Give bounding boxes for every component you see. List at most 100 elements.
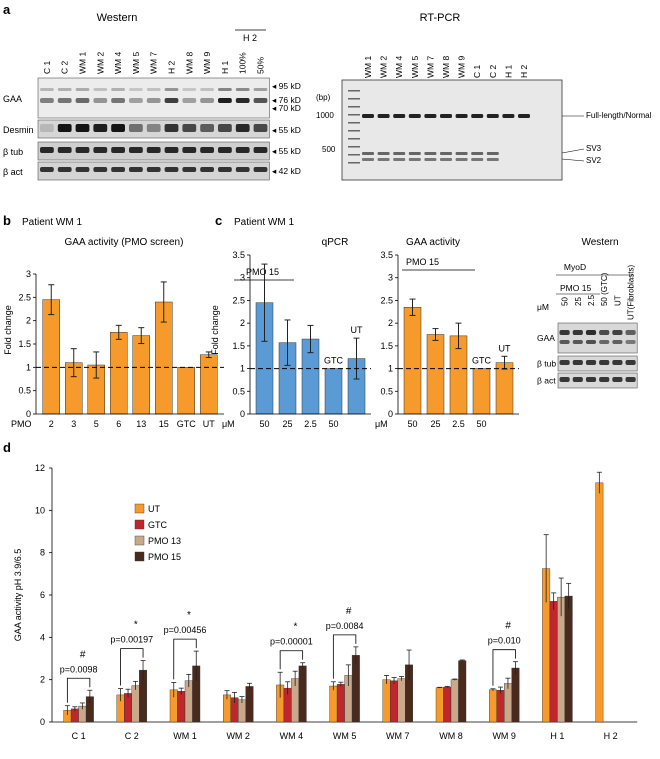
y-tick-label: 2: [388, 318, 393, 328]
y-tick-label: 10: [35, 505, 45, 515]
bar: [324, 368, 343, 415]
blot-band: [111, 147, 125, 153]
lane-label: WM 7: [149, 52, 159, 74]
lane-label: WM 1: [363, 56, 373, 78]
blot-band: [253, 98, 268, 103]
ladder-label: 500: [322, 145, 336, 154]
y-tick-label: 2: [26, 316, 31, 326]
x-tick-label: 15: [159, 419, 169, 429]
bar: [549, 601, 558, 723]
bar: [245, 686, 254, 723]
y-tick-label: 0: [26, 409, 31, 419]
blot-band: [146, 98, 161, 103]
gel-band: [471, 158, 484, 161]
blot-band: [218, 98, 232, 103]
bp-label: (bp): [316, 93, 331, 102]
gel-band: [424, 158, 437, 161]
y-tick-label: 1: [388, 364, 393, 374]
lane-label: 2.5: [587, 294, 596, 306]
panel-d-letter: d: [3, 440, 11, 455]
gel-band: [486, 114, 499, 118]
blot-band: [57, 167, 72, 172]
western-pmo-label: PMO 15: [560, 283, 591, 293]
blot-band: [164, 147, 179, 153]
blot-band: [40, 124, 54, 132]
marker-label: ◂ 55 kD: [272, 125, 301, 135]
band-leader: [561, 148, 585, 154]
blot-band: [40, 167, 54, 172]
panel-b-patient: Patient WM 1: [22, 217, 82, 228]
blot-band: [57, 88, 72, 91]
blot-band: [200, 98, 214, 103]
blot-band: [612, 330, 623, 335]
gel-band: [362, 152, 374, 155]
western-title: Western: [97, 12, 138, 24]
band-label: SV3: [586, 144, 602, 153]
y-tick-label: 12: [35, 463, 45, 473]
blot-band: [218, 88, 232, 91]
blot-band: [40, 98, 54, 103]
blot-band: [57, 147, 72, 153]
lane-label: WM 5: [410, 56, 420, 78]
blot-band: [253, 88, 268, 91]
x-tick-label: 6: [116, 419, 121, 429]
h2-group-label: H 2: [243, 33, 257, 43]
lane-label: WM 5: [131, 52, 141, 74]
blot-band: [612, 340, 623, 344]
significance-bracket: [173, 638, 197, 680]
blot-band: [164, 124, 179, 132]
blot-band: [572, 340, 583, 344]
ladder-band: [348, 146, 360, 148]
blot-band: [164, 98, 179, 103]
bar: [489, 689, 497, 723]
blot-row-label: β tub: [537, 359, 556, 369]
blot-band: [200, 167, 214, 172]
x-tick-label: H 1: [550, 731, 564, 741]
ladder-band: [348, 106, 360, 108]
lane-label: H 1: [503, 64, 513, 78]
blot-band: [200, 147, 214, 153]
blot-band: [129, 167, 143, 172]
gel-band: [486, 158, 499, 161]
bar: [472, 368, 491, 415]
blot-band: [612, 360, 623, 365]
panel-b-letter: b: [3, 213, 11, 228]
blot-row-label: GAA: [537, 333, 555, 343]
blot-band: [164, 88, 179, 91]
lane-label: C 2: [60, 61, 70, 75]
y-tick-label: 0.5: [18, 386, 31, 396]
gel-band: [440, 152, 452, 155]
blot-band: [625, 360, 636, 365]
x-tick-label: 2.5: [452, 419, 465, 429]
ladder-band: [348, 114, 360, 116]
blot-band: [182, 124, 197, 132]
legend-label: UT: [148, 504, 160, 514]
blot-band: [572, 377, 583, 382]
x-tick-label: 50: [259, 419, 269, 429]
panel-b-title: GAA activity (PMO screen): [65, 237, 184, 248]
x-tick-label: 50: [328, 419, 338, 429]
blot-band: [75, 98, 90, 103]
gel-band: [471, 152, 484, 155]
gel-image: [341, 79, 563, 181]
bar: [382, 679, 391, 723]
y-tick-label: 1: [240, 364, 245, 374]
chart-qpcr: 0 0.5 1 1.5 2 2.5 3 3.5 50 25 2.5 50 GTC UT: [232, 250, 371, 429]
significance-bracket: [66, 677, 91, 703]
gel-band: [393, 114, 406, 118]
x-tick-label: 2: [49, 419, 54, 429]
x-tick-label: WM 7: [386, 731, 410, 741]
ladder-band: [348, 90, 360, 92]
bar: [351, 655, 360, 723]
western-blot-a: C 1 C 2 WM 1 WM 2 WM 4 WM 5 WM 7 H 2 WM 8 WM 9 H 1…: [3, 29, 301, 181]
panel-c-letter: c: [215, 213, 222, 228]
blot-band: [612, 377, 623, 382]
blot-strip: [37, 77, 270, 119]
bar: [298, 665, 307, 723]
significance-bracket: [492, 649, 516, 686]
qpcr-title: qPCR: [322, 237, 349, 248]
x-tick-label: UT: [203, 419, 215, 429]
significance-mark: *: [134, 620, 138, 631]
lane-label: WM 9: [457, 56, 467, 78]
lane-label: H 2: [167, 61, 177, 75]
